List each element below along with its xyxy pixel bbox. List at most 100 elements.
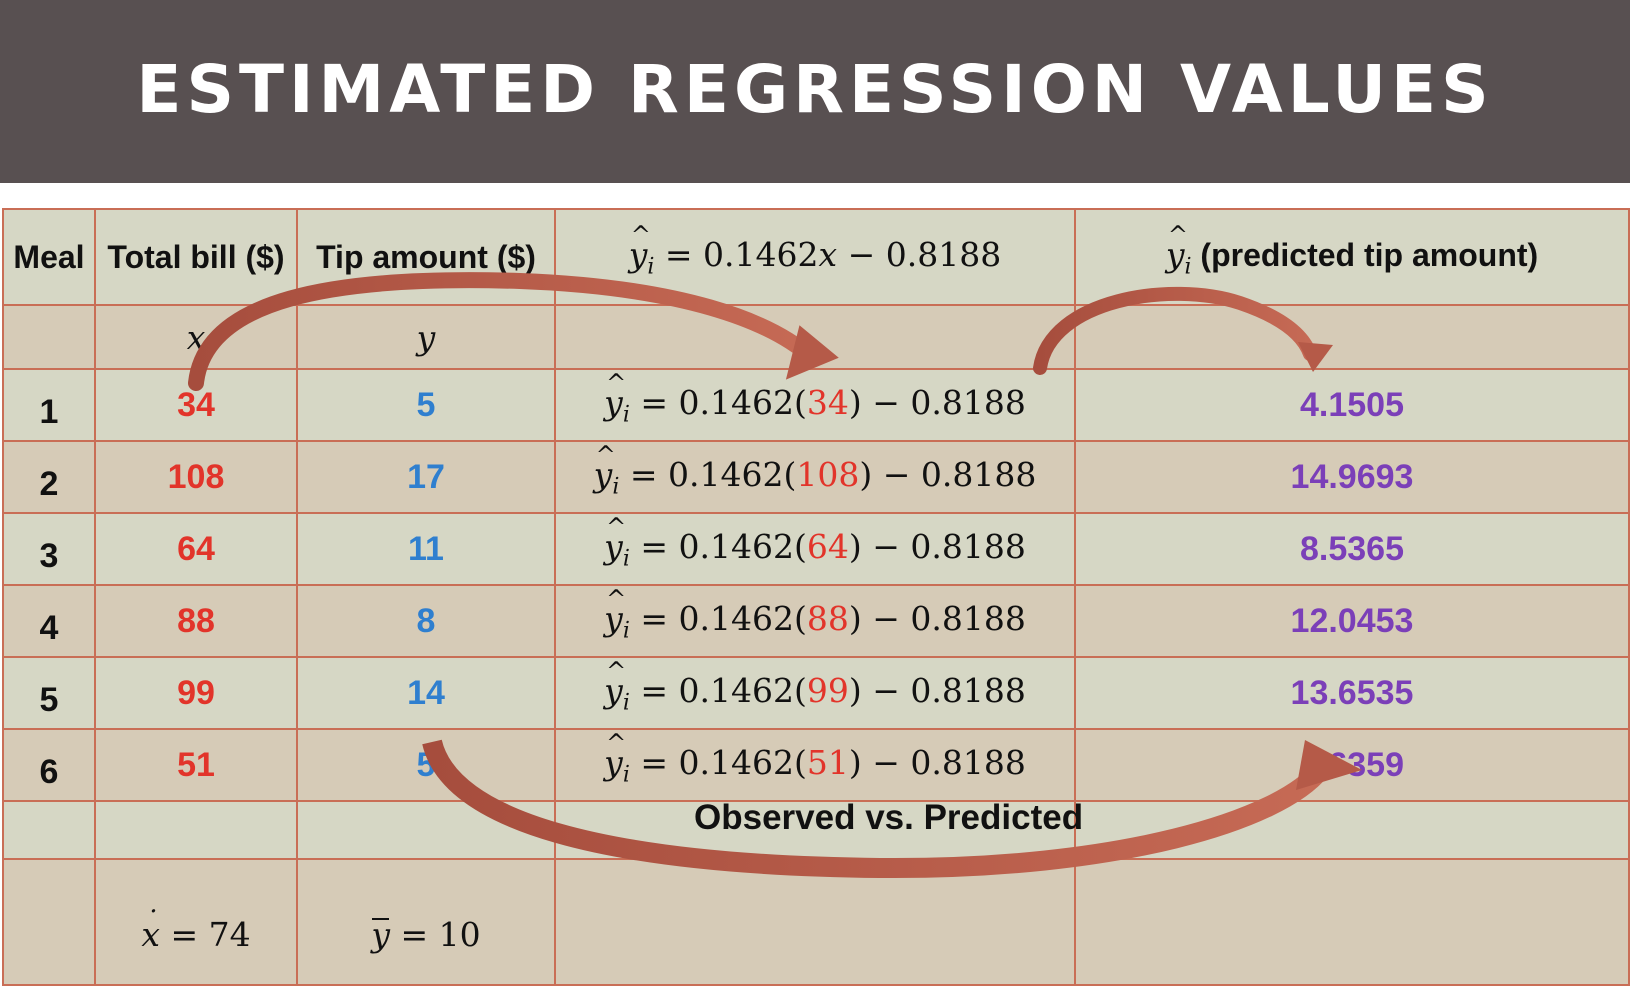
- observed-vs-predicted-caption: Observed vs. Predicted: [694, 798, 1084, 837]
- equation-cell: yi = 0.1462(51) − 0.8188: [554, 728, 1076, 802]
- blank-cell: [94, 800, 298, 860]
- subscript-i: i: [622, 762, 630, 788]
- subscript-i: i: [622, 546, 630, 572]
- equation-x: x: [818, 234, 838, 274]
- y-hat-symbol: y: [1166, 221, 1188, 274]
- blank-cell: [1074, 800, 1630, 860]
- header-meal: Meal: [2, 208, 96, 306]
- predicted-value: 8.5365: [1074, 512, 1630, 586]
- tip-amount-value: 11: [296, 512, 556, 586]
- summary-cell-empty: [554, 858, 1076, 986]
- predicted-value: 12.0453: [1074, 584, 1630, 658]
- y-mean-value: = 10: [390, 914, 481, 954]
- equation-intercept: − 0.8188: [837, 234, 1002, 274]
- header-row: Meal Total bill ($) Tip amount ($) yi = …: [2, 208, 1630, 306]
- predicted-value: 14.9693: [1074, 440, 1630, 514]
- slide-title: ESTIMATED REGRESSION VALUES: [136, 51, 1494, 128]
- subscript-i: i: [622, 690, 630, 716]
- equation-suffix: ) − 0.8188: [848, 598, 1026, 638]
- equation-cell: yi = 0.1462(88) − 0.8188: [554, 584, 1076, 658]
- equation-prefix: = 0.1462(: [629, 598, 807, 638]
- subscript-i: i: [647, 254, 655, 280]
- equation-x-value: 108: [796, 454, 860, 494]
- equation-cell: yi = 0.1462(64) − 0.8188: [554, 512, 1076, 586]
- header-equation: yi = 0.1462x − 0.8188: [554, 208, 1076, 306]
- tip-amount-value: 17: [296, 440, 556, 514]
- header-total-bill: Total bill ($): [94, 208, 298, 306]
- tip-amount-value: 14: [296, 656, 556, 730]
- equation-prefix: = 0.1462(: [629, 382, 807, 422]
- equation-coef: = 0.1462: [654, 234, 819, 274]
- equation-prefix: = 0.1462(: [619, 454, 797, 494]
- y-hat-symbol: y: [604, 515, 626, 566]
- predicted-value: 4.1505: [1074, 368, 1630, 442]
- meal-number: 4: [2, 584, 96, 658]
- equation-x-value: 64: [806, 526, 849, 566]
- y-hat-symbol: y: [604, 659, 626, 710]
- symbol-cell-empty: [554, 304, 1076, 370]
- summary-row: x = 74 y = 10: [2, 858, 1630, 986]
- equation-suffix: ) − 0.8188: [848, 670, 1026, 710]
- y-hat-symbol: y: [604, 731, 626, 782]
- total-bill-value: 108: [94, 440, 298, 514]
- y-mean: y = 10: [296, 858, 556, 986]
- equation-cell: yi = 0.1462(99) − 0.8188: [554, 656, 1076, 730]
- header-predicted: yi (predicted tip amount): [1074, 208, 1630, 306]
- symbol-y-text: y: [416, 317, 436, 357]
- symbol-cell-empty: [2, 304, 96, 370]
- blank-cell: [296, 800, 556, 860]
- total-bill-value: 99: [94, 656, 298, 730]
- blank-cell: [2, 800, 96, 860]
- equation-cell: yi = 0.1462(34) − 0.8188: [554, 368, 1076, 442]
- header-predicted-label: (predicted tip amount): [1191, 236, 1539, 273]
- header-tip-amount: Tip amount ($): [296, 208, 556, 306]
- meal-number: 6: [2, 728, 96, 802]
- meal-number: 5: [2, 656, 96, 730]
- subscript-i: i: [1184, 254, 1192, 280]
- meal-number: 1: [2, 368, 96, 442]
- y-hat-symbol: y: [594, 443, 616, 494]
- equation-suffix: ) − 0.8188: [848, 382, 1026, 422]
- y-hat-symbol: y: [604, 371, 626, 422]
- total-bill-value: 51: [94, 728, 298, 802]
- predicted-value: 13.6535: [1074, 656, 1630, 730]
- equation-x-value: 34: [806, 382, 849, 422]
- subscript-i: i: [622, 402, 630, 428]
- predicted-value: 6.6359: [1074, 728, 1630, 802]
- symbol-x-text: x: [186, 317, 206, 357]
- subscript-i: i: [622, 618, 630, 644]
- equation-suffix: ) − 0.8188: [859, 454, 1037, 494]
- x-mean-value: = 74: [160, 914, 251, 954]
- tip-amount-value: 5: [296, 728, 556, 802]
- title-bar: ESTIMATED REGRESSION VALUES: [0, 0, 1630, 183]
- equation-x-value: 88: [806, 598, 849, 638]
- summary-cell-empty: [1074, 858, 1630, 986]
- total-bill-value: 64: [94, 512, 298, 586]
- x-bar-symbol: x: [141, 897, 160, 954]
- symbol-row: x y: [2, 304, 1630, 370]
- symbol-cell-empty: [1074, 304, 1630, 370]
- subscript-i: i: [612, 474, 620, 500]
- equation-x-value: 99: [806, 670, 849, 710]
- total-bill-value: 34: [94, 368, 298, 442]
- equation-suffix: ) − 0.8188: [848, 526, 1026, 566]
- symbol-y: y: [296, 304, 556, 370]
- equation-prefix: = 0.1462(: [629, 526, 807, 566]
- meal-number: 2: [2, 440, 96, 514]
- equation-x-value: 51: [806, 742, 849, 782]
- equation-suffix: ) − 0.8188: [848, 742, 1026, 782]
- regression-table: Meal Total bill ($) Tip amount ($) yi = …: [2, 208, 1630, 986]
- symbol-x: x: [94, 304, 298, 370]
- y-hat-symbol: y: [604, 587, 626, 638]
- x-mean: x = 74: [94, 858, 298, 986]
- equation-prefix: = 0.1462(: [629, 670, 807, 710]
- tip-amount-value: 8: [296, 584, 556, 658]
- equation-cell: yi = 0.1462(108) − 0.8188: [554, 440, 1076, 514]
- equation-prefix: = 0.1462(: [629, 742, 807, 782]
